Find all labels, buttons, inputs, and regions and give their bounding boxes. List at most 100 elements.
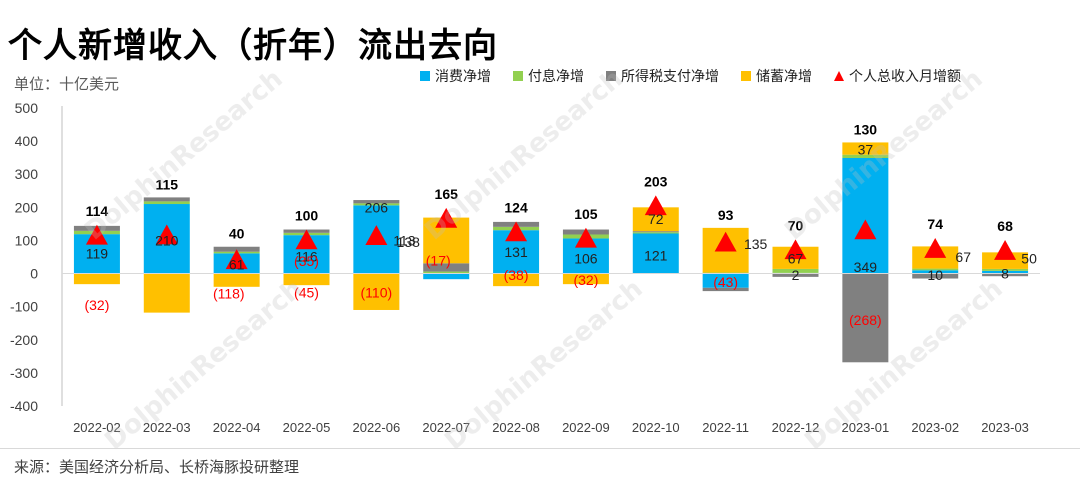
total-income-marker [85,224,108,245]
x-tick-label: 2022-02 [73,420,121,435]
bar-segment [982,273,1029,277]
legend-swatch [606,71,616,81]
footer-divider [0,448,1080,449]
bar-segment [423,263,470,272]
y-tick-label: 500 [15,100,39,116]
triangle-icon [834,71,844,81]
bar-segment [982,270,1029,274]
x-tick-label: 2022-10 [632,420,680,435]
bar-segment [423,271,470,274]
data-label: 210 [155,232,179,248]
total-income-marker [714,231,737,252]
bar-segment [842,154,889,158]
data-label: 138 [397,234,421,250]
bar-segment [912,273,959,279]
y-tick-label: 200 [15,199,39,215]
data-label: (268) [849,312,882,328]
x-tick-label: 2022-06 [352,420,400,435]
bar-segment [353,203,400,206]
bar-segment [353,273,400,310]
legend-label: 所得税支付净增 [621,69,719,85]
data-label: (38) [504,267,529,283]
legend-item-saving: 储蓄净增 [741,66,812,86]
bar-segment [73,273,120,285]
y-tick-label: -100 [10,299,38,315]
data-label: (110) [361,284,393,300]
total-income-marker [225,249,248,270]
data-label: 206 [365,199,389,215]
data-label: (32) [84,297,109,313]
legend-label: 消费净增 [435,69,491,85]
x-tick-label: 2022-03 [143,420,191,435]
unit-label: 单位：十亿美元 [14,75,120,93]
bar-segment [912,270,959,274]
data-label: 72 [648,211,664,227]
bar-segment [143,273,190,313]
x-tick-label: 2022-05 [283,420,331,435]
bar-segment [772,268,819,273]
bar-segment [213,246,260,252]
total-value-label: 70 [788,217,804,233]
data-label: 131 [504,244,528,260]
y-tick-label: 0 [30,266,38,282]
bar-segment [632,207,679,232]
total-value-label: 68 [997,218,1013,234]
legend-swatch [741,71,751,81]
legend-item-interest: 付息净增 [513,66,584,86]
total-value-label: 93 [718,207,734,223]
total-income-marker [994,240,1017,260]
legend-swatch [420,71,430,81]
y-tick-label: 300 [15,166,39,182]
total-value-label: 124 [504,199,528,215]
data-label: (32) [573,272,598,288]
data-label: 2 [792,267,800,283]
total-income-marker [435,207,458,228]
bar-segment [842,142,889,155]
data-label: 10 [927,267,943,283]
bar-segment [353,200,400,204]
total-value-label: 100 [295,207,319,223]
bar-segment [632,231,679,233]
data-label: 349 [854,259,878,275]
data-label: 116 [295,248,318,264]
bar-segment [982,252,1029,269]
bar-segment [632,232,679,234]
data-label: (118) [213,285,245,301]
total-income-marker [155,224,178,245]
bar-segment [702,273,749,288]
total-income-marker [784,239,807,260]
x-tick-label: 2023-02 [911,420,959,435]
bar-segment [912,268,959,271]
x-tick-label: 2023-01 [841,420,889,435]
data-label: 67 [955,249,971,265]
legend-item-consumption: 消费净增 [420,66,491,86]
total-income-marker [644,195,667,216]
total-value-label: 165 [435,186,459,202]
x-tick-label: 2023-03 [981,420,1029,435]
y-tick-label: -200 [10,332,38,348]
data-label: (43) [713,274,738,290]
y-tick-label: 400 [15,133,39,149]
bar-segment [143,197,190,202]
bar-segment [702,287,749,292]
bar-segment [842,273,889,363]
bar-segment [562,273,609,285]
data-label: (17) [426,252,451,268]
total-income-marker [365,225,388,245]
y-tick-label: 100 [15,232,39,248]
bar-segment [842,157,889,274]
bar-segment [423,273,470,280]
total-value-label: 105 [574,206,598,222]
data-label: 119 [86,246,109,262]
bar-segment [493,273,540,287]
legend-item-total-income: 个人总收入月增额 [834,66,961,86]
data-label: (45) [294,284,319,300]
data-label: 121 [644,247,668,263]
chart-title: 个人新增收入（折年）流出去向 [8,26,498,66]
total-income-marker [854,219,877,240]
y-tick-label: -300 [10,365,38,381]
total-value-label: 115 [155,176,178,192]
data-label: 37 [858,141,874,157]
data-label: 61 [229,256,245,272]
total-income-marker [505,221,528,242]
